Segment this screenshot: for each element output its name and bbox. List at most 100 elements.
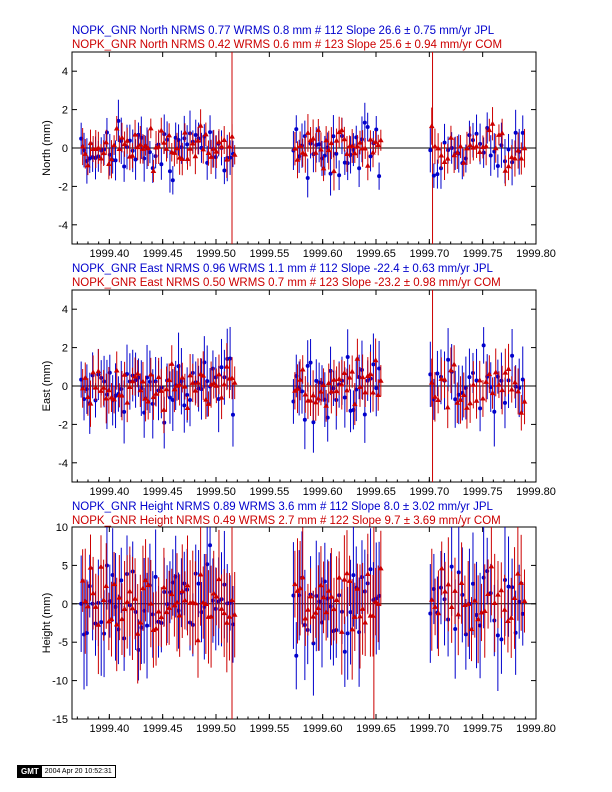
com-point <box>95 621 102 627</box>
jpl-point <box>104 130 109 135</box>
com-point <box>307 397 314 403</box>
com-point <box>103 139 110 145</box>
com-point <box>168 591 175 597</box>
com-point <box>161 406 167 412</box>
y-tick-label: 2 <box>62 343 68 355</box>
com-point <box>489 120 496 126</box>
com-point <box>344 150 350 156</box>
jpl-point <box>213 606 218 611</box>
com-point <box>203 600 209 606</box>
com-point <box>428 596 435 602</box>
jpl-point <box>122 409 127 414</box>
jpl-point <box>377 174 382 179</box>
com-point <box>442 588 448 594</box>
com-point <box>79 577 86 583</box>
east-header-com: NOPK_GNR East NRMS 0.50 WRMS 0.7 mm # 12… <box>72 277 501 289</box>
jpl-point <box>170 398 175 403</box>
com-point <box>82 150 89 156</box>
jpl-point <box>99 620 104 625</box>
com-point <box>320 594 327 600</box>
com-point <box>372 138 379 144</box>
com-point <box>486 127 493 133</box>
com-point <box>336 129 342 135</box>
com-point <box>470 381 477 387</box>
com-point <box>95 368 102 374</box>
com-point <box>218 605 225 611</box>
com-point <box>441 159 448 165</box>
com-point <box>357 383 363 389</box>
jpl-point <box>305 175 310 180</box>
com-point <box>512 379 518 385</box>
jpl-point <box>311 641 316 646</box>
com-point <box>163 609 170 615</box>
jpl-point <box>510 353 515 358</box>
com-point <box>124 399 131 405</box>
com-point <box>124 598 131 604</box>
jpl-point <box>222 168 227 173</box>
com-point <box>336 376 342 382</box>
com-point <box>464 404 470 410</box>
com-point <box>208 613 214 619</box>
x-tick-label: 1999.60 <box>303 486 343 498</box>
com-point <box>184 582 191 588</box>
com-point <box>182 383 188 389</box>
com-point <box>121 606 128 612</box>
jpl-point <box>365 125 370 130</box>
jpl-point <box>185 142 190 147</box>
com-point <box>103 395 110 401</box>
jpl-point <box>84 630 89 635</box>
com-point <box>100 150 107 156</box>
com-point <box>111 396 117 402</box>
com-point <box>444 155 451 161</box>
x-tick-label: 1999.70 <box>409 486 449 498</box>
jpl-point <box>453 397 458 402</box>
jpl-point <box>488 153 493 158</box>
y-tick-label: -10 <box>52 676 68 688</box>
com-point <box>205 400 212 406</box>
jpl-point <box>185 392 190 397</box>
x-tick-label: 1999.50 <box>196 486 236 498</box>
com-point <box>221 381 228 387</box>
com-point <box>294 587 301 593</box>
com-point <box>166 376 172 382</box>
com-point <box>226 143 233 149</box>
com-point <box>483 378 489 384</box>
jpl-point <box>230 412 235 417</box>
com-point <box>310 135 316 141</box>
com-point <box>320 382 327 388</box>
com-point <box>515 388 521 394</box>
com-point <box>127 588 133 594</box>
jpl-point <box>374 127 379 132</box>
com-point <box>161 139 167 145</box>
com-point <box>323 137 329 143</box>
com-point <box>338 127 345 133</box>
com-point <box>119 134 125 140</box>
x-tick-label: 1999.50 <box>196 723 236 735</box>
com-point <box>213 382 220 388</box>
com-point <box>333 596 340 602</box>
com-point <box>310 613 316 619</box>
com-point <box>444 404 451 410</box>
com-point <box>176 612 183 618</box>
com-point <box>200 372 207 378</box>
data-layer <box>79 52 528 244</box>
com-point <box>155 608 162 614</box>
com-point <box>370 389 376 395</box>
com-point <box>357 613 363 619</box>
com-point <box>210 145 217 151</box>
jpl-point <box>182 136 187 141</box>
com-point <box>312 609 319 615</box>
x-tick-label: 1999.55 <box>249 486 289 498</box>
east-header-jpl: NOPK_GNR East NRMS 0.96 WRMS 1.1 mm # 11… <box>72 263 493 275</box>
com-point <box>106 387 112 393</box>
jpl-point <box>449 145 454 150</box>
com-point <box>346 577 353 583</box>
com-point <box>187 145 193 151</box>
jpl-point <box>377 366 382 371</box>
y-tick-label: 4 <box>62 304 68 316</box>
y-tick-label: 10 <box>56 522 68 534</box>
com-point <box>448 604 455 610</box>
jpl-point <box>317 142 322 147</box>
com-point <box>302 151 309 157</box>
com-point <box>79 385 86 391</box>
